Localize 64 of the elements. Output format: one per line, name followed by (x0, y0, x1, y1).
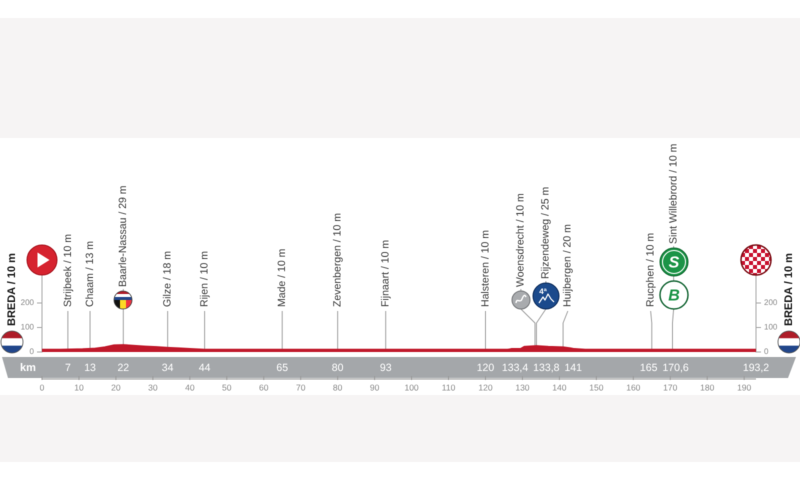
text: 44 (198, 362, 211, 374)
x-tick-label: 160 (626, 382, 641, 392)
text: BREDA / 10 m (783, 252, 796, 326)
annotation: Zevenbergen / 10 m (332, 212, 344, 307)
y-tick-label: 0 (30, 347, 35, 356)
annotation: Fijnaart / 10 m (380, 240, 392, 307)
x-tick-label: 150 (589, 382, 604, 392)
text: 34 (162, 362, 174, 374)
text: 193,2 (742, 362, 770, 374)
annotation: Huijbergen / 20 m (562, 224, 574, 307)
x-axis-title: km (20, 362, 36, 374)
annotation: Woensdrecht / 10 m (514, 192, 527, 287)
annotation: Made / 10 m (276, 248, 288, 307)
x-tick-label: 180 (700, 382, 715, 392)
text: 13 (84, 362, 96, 374)
annotation: Halsteren / 10 m (479, 230, 492, 307)
x-tick-label: 30 (148, 382, 158, 392)
text: 165 (640, 362, 658, 374)
annotation: Rijen / 10 m (198, 250, 210, 307)
text: BREDA / 10 m (6, 252, 18, 326)
x-tick-label: 70 (296, 382, 306, 392)
y2-tick-label: 0 (764, 347, 769, 356)
text: 133,4 (502, 362, 528, 374)
text: 22 (117, 362, 130, 374)
x-tick-label: 50 (222, 382, 232, 392)
text: 7 (64, 362, 71, 374)
text: 80 (332, 362, 344, 374)
y-tick-label: 100 (20, 322, 35, 332)
x-tick-label: 80 (332, 382, 343, 392)
text: 141 (564, 362, 582, 374)
annotation: Chaam / 13 m (84, 240, 96, 307)
badge-icon: B (658, 280, 689, 310)
x-tick-label: 100 (404, 382, 419, 392)
x-tick-label: 140 (552, 382, 567, 392)
text: 65 (276, 362, 288, 374)
text: 120 (476, 362, 494, 374)
annotation: Rijzendeweg / 25 m (540, 186, 552, 279)
x-tick-label: 10 (74, 382, 84, 392)
annotation: Gilze / 18 m (162, 250, 174, 307)
y2-tick-label: 200 (764, 298, 778, 308)
badge-icon: S (658, 247, 689, 277)
annotation: S (668, 254, 680, 272)
x-tick-label: 170 (663, 382, 678, 392)
x-tick-label: 60 (259, 382, 269, 392)
y2-tick-label: 100 (764, 322, 778, 332)
annotation: Strijbeek / 10 m (62, 234, 74, 307)
x-tick-label: 110 (442, 382, 456, 392)
text: 93 (380, 362, 392, 374)
x-tick-label: 90 (370, 382, 380, 392)
annotation: Rucphen / 10 m (644, 232, 657, 307)
annotation: B (668, 288, 680, 304)
x-tick-label: 0 (40, 382, 45, 392)
y-tick-label: 200 (20, 298, 35, 308)
x-tick-label: 40 (185, 382, 195, 392)
text: 133,8 (533, 362, 560, 374)
x-tick-label: 120 (478, 382, 493, 392)
mountain-icon: 4ª (532, 282, 560, 310)
text: 170,6 (662, 362, 689, 374)
annotation: Sint Willebrord / 10 m (668, 143, 680, 244)
annotation: 4ª (539, 287, 547, 296)
x-tick-label: 190 (737, 382, 752, 392)
x-tick-label: 20 (111, 382, 121, 392)
annotation: Baarle-Nassau / 29 m (117, 185, 130, 287)
x-tick-label: 130 (515, 382, 530, 392)
